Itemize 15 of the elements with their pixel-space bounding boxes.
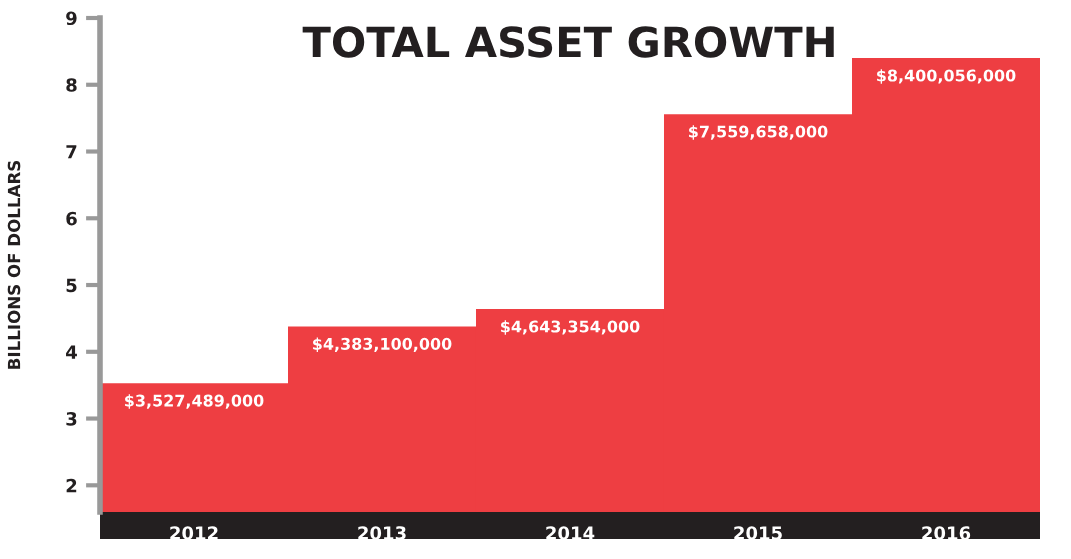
annotation: $7,559,658,000 — [689, 125, 828, 140]
annotation: $3,527,489,000 — [125, 394, 264, 409]
y-tick-label: 6 — [66, 211, 77, 226]
y-tick-label: 5 — [66, 278, 77, 293]
annotation: $4,643,354,000 — [501, 320, 640, 335]
y-tick-label: 9 — [66, 11, 77, 26]
y-tick-label: 3 — [66, 412, 77, 426]
annotation: $4,383,100,000 — [313, 337, 452, 353]
y-tick-label: 2 — [66, 478, 77, 493]
chart-title: TOTAL ASSET GROWTH — [302, 26, 834, 58]
y-tick-label: 4 — [66, 345, 77, 359]
y-tick-label: 7 — [66, 145, 77, 159]
y-axis-title: BILLIONS OF DOLLARS — [7, 160, 21, 369]
y-tick-label: 8 — [66, 78, 77, 92]
annotation: $8,400,056,000 — [877, 69, 1016, 84]
